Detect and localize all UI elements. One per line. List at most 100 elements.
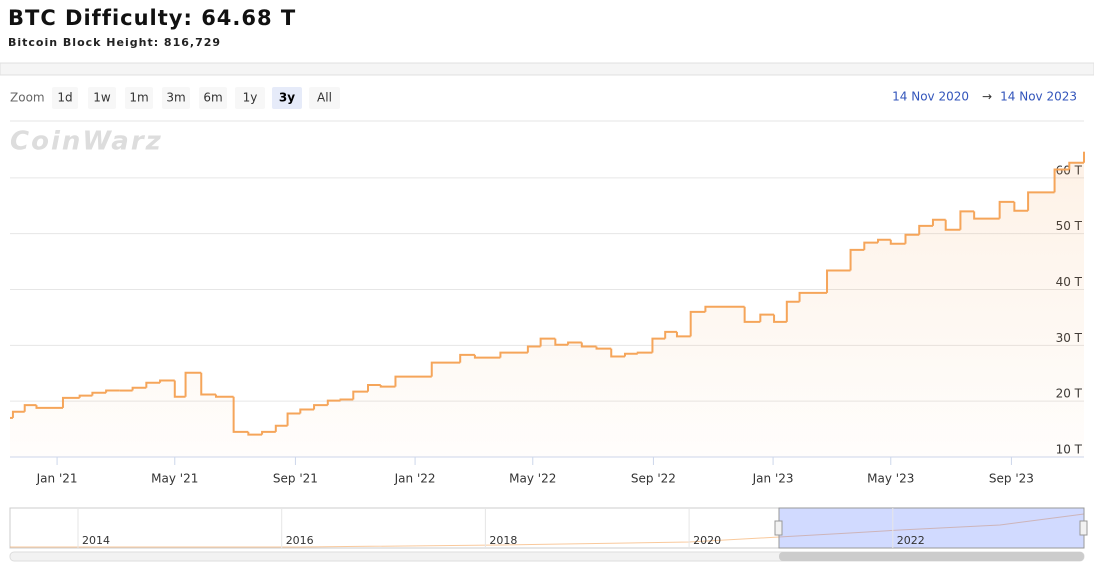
line-step xyxy=(743,306,761,323)
line-step xyxy=(459,353,475,363)
line-step xyxy=(379,384,396,388)
line-step xyxy=(931,218,946,226)
navigator-label: 2018 xyxy=(489,534,517,547)
line-step xyxy=(636,351,653,354)
divider xyxy=(0,62,1094,76)
navigator-label: 2022 xyxy=(897,534,925,547)
x-tick-label: May '23 xyxy=(867,472,914,486)
zoom-button-label[interactable]: 1w xyxy=(93,91,111,105)
subtitle: Bitcoin Block Height: 816,729 xyxy=(8,36,221,49)
line-step xyxy=(1013,201,1029,212)
zoom-button[interactable] xyxy=(88,87,116,109)
line-step xyxy=(184,371,202,397)
line-step xyxy=(704,305,745,312)
line-step xyxy=(131,386,147,391)
line-step xyxy=(23,404,37,412)
area-fill xyxy=(10,151,1084,457)
zoom-button-label[interactable]: 3m xyxy=(166,91,185,105)
line-step xyxy=(580,342,597,348)
zoom-button[interactable] xyxy=(162,87,190,109)
line-step xyxy=(78,394,93,398)
line-step xyxy=(261,430,276,435)
watermark: CoinWarz xyxy=(10,127,163,157)
line-step xyxy=(1053,168,1070,193)
line-step xyxy=(944,219,961,231)
navigator-handle[interactable] xyxy=(1079,520,1088,536)
range-from[interactable]: 14 Nov 2020 xyxy=(892,90,969,104)
x-tick-label: Jan '23 xyxy=(752,472,794,486)
line-step xyxy=(214,394,234,398)
zoom-label: Zoom xyxy=(10,91,45,105)
line-step xyxy=(299,408,315,414)
zoom-button[interactable] xyxy=(235,87,265,109)
line-step xyxy=(1027,191,1055,211)
line-step xyxy=(91,391,107,396)
line-step xyxy=(759,313,775,322)
navigator-label: 2014 xyxy=(82,534,110,547)
zoom-button-label[interactable]: 3y xyxy=(279,91,295,105)
x-tick-label: Sep '21 xyxy=(273,472,318,486)
line-step xyxy=(286,412,301,426)
navigator-label: 2020 xyxy=(693,534,721,547)
line-step xyxy=(247,431,263,436)
line-step xyxy=(11,410,25,418)
line-step xyxy=(159,379,175,383)
x-tick-label: Jan '22 xyxy=(394,472,436,486)
scrollbar-thumb[interactable] xyxy=(779,552,1084,561)
range-arrow: → xyxy=(982,90,992,104)
line-step xyxy=(200,372,216,396)
line-step xyxy=(274,424,288,432)
line-step xyxy=(105,389,120,393)
zoom-button[interactable] xyxy=(199,87,227,109)
line-step xyxy=(499,351,528,358)
x-tick-label: Sep '23 xyxy=(989,472,1034,486)
range-to[interactable]: 14 Nov 2023 xyxy=(1000,90,1077,104)
navigator-label: 2016 xyxy=(286,534,314,547)
line-step xyxy=(1068,161,1084,170)
line-step xyxy=(959,210,975,230)
line-step xyxy=(973,211,1000,220)
zoom-button[interactable] xyxy=(125,87,153,109)
line-step xyxy=(773,314,787,323)
line-step xyxy=(904,233,920,244)
title: BTC Difficulty: 64.68 T xyxy=(8,6,296,30)
line-step xyxy=(526,345,541,353)
line-step xyxy=(61,396,80,408)
navigator-selection[interactable] xyxy=(778,507,1085,549)
zoom-button[interactable] xyxy=(309,87,340,109)
navigator-handle[interactable] xyxy=(774,520,783,536)
line-step xyxy=(664,330,677,339)
x-tick-label: May '22 xyxy=(509,472,556,486)
line-step xyxy=(798,291,828,302)
line-step xyxy=(623,352,638,357)
line-step xyxy=(863,241,879,250)
line-step xyxy=(554,338,569,346)
line-step xyxy=(610,348,625,358)
zoom-button[interactable] xyxy=(272,87,302,109)
line-step xyxy=(326,399,341,406)
line-step xyxy=(651,337,666,353)
line-step xyxy=(889,239,906,245)
zoom-button-label[interactable]: 1d xyxy=(57,91,72,105)
line-step xyxy=(826,269,851,293)
line-step xyxy=(675,331,691,338)
line-step xyxy=(595,346,612,350)
line-step xyxy=(352,390,368,400)
line-step xyxy=(339,398,354,401)
zoom-button-label[interactable]: 6m xyxy=(203,91,222,105)
zoom-button-label[interactable]: All xyxy=(317,91,332,105)
line-step xyxy=(877,238,891,243)
x-tick-label: Sep '22 xyxy=(631,472,676,486)
line-step xyxy=(430,361,461,377)
line-step xyxy=(367,383,381,392)
x-tick-label: May '21 xyxy=(151,472,198,486)
zoom-button-label[interactable]: 1m xyxy=(129,91,148,105)
line-step xyxy=(394,375,432,387)
zoom-button[interactable] xyxy=(52,87,78,109)
zoom-button-label[interactable]: 1y xyxy=(243,91,258,105)
line-step xyxy=(473,354,501,359)
line-step xyxy=(567,341,582,345)
line-step xyxy=(998,200,1015,219)
